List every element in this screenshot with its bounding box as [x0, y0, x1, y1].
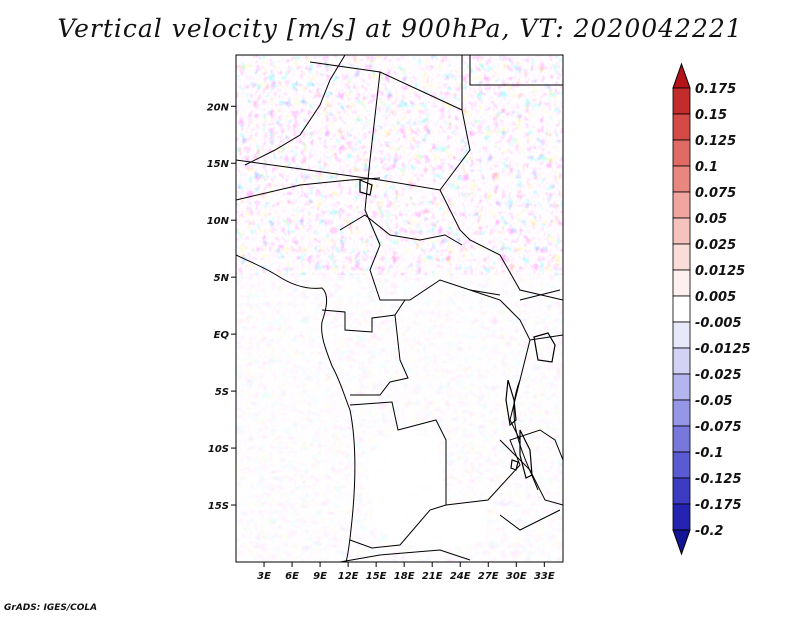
colorbar-swatch: [672, 113, 691, 141]
lat-tick-label: 15S: [208, 501, 229, 512]
colorbar-label: 0.125: [695, 134, 736, 149]
lon-tick-label: 15E: [366, 571, 387, 582]
colorbar-label: -0.0125: [695, 342, 751, 357]
lon-tick-label: 9E: [313, 571, 327, 582]
colorbar-label: 0.075: [695, 186, 736, 201]
longitude-axis: 3E 6E 9E 12E 15E 18E 21E 24E 27E 30E 33E: [257, 562, 555, 582]
lon-tick-label: 12E: [338, 571, 359, 582]
colorbar-label: -0.05: [695, 394, 732, 409]
colorbar-label: -0.025: [695, 368, 742, 383]
colorbar-swatch: [672, 399, 691, 427]
coastlines-borders: [236, 55, 563, 562]
colorbar-swatch: [672, 425, 691, 453]
colorbar-min-arrow: [672, 529, 691, 556]
lon-tick-label: 33E: [534, 571, 555, 582]
lon-tick-label: 6E: [285, 571, 299, 582]
lon-tick-label: 21E: [422, 571, 443, 582]
colorbar-swatch: [672, 191, 691, 219]
colorbar-swatch: [672, 451, 691, 479]
colorbar-swatch: [672, 347, 691, 375]
lon-tick-label: 18E: [394, 571, 415, 582]
colorbar-swatch: [672, 503, 691, 531]
colorbar-swatch: [672, 165, 691, 193]
colorbar-label: -0.005: [695, 316, 742, 331]
colorbar-label: 0.05: [695, 212, 727, 227]
lat-tick-label: 5N: [214, 273, 230, 284]
lat-tick-label: 10S: [208, 444, 229, 455]
lat-tick-label: 10N: [207, 216, 230, 227]
lat-tick-label: 5S: [215, 387, 229, 398]
colorbar-label: -0.175: [695, 498, 742, 513]
colorbar-swatch: [672, 477, 691, 505]
colorbar-label: -0.125: [695, 472, 742, 487]
colorbar-label: 0.15: [695, 108, 727, 123]
chart-title: Vertical velocity [m/s] at 900hPa, VT: 2…: [57, 14, 743, 43]
colorbar-label: -0.1: [695, 446, 723, 461]
lon-tick-label: 27E: [478, 571, 499, 582]
colorbar-label: 0.005: [695, 290, 736, 305]
lon-tick-label: 24E: [450, 571, 471, 582]
colorbar-swatch: [672, 295, 691, 323]
colorbar-swatch: [672, 321, 691, 349]
colorbar-swatch: [672, 243, 691, 271]
lon-tick-label: 30E: [506, 571, 527, 582]
colorbar-label: 0.1: [695, 160, 718, 175]
colorbar-max-arrow: [672, 62, 691, 89]
colorbar-label: 0.0125: [695, 264, 745, 279]
colorbar-swatch: [672, 217, 691, 245]
colorbar-swatch: [672, 87, 691, 115]
colorbar-label: 0.025: [695, 238, 736, 253]
colorbar-swatch: [672, 269, 691, 297]
latitude-axis: 20N 15N 10N 5N EQ 5S 10S 15S: [207, 102, 236, 512]
colorbar: 0.175 0.15 0.125 0.1 0.075 0.05 0.025 0.0125 0.0…: [672, 62, 751, 556]
lakes: [359, 179, 556, 479]
lat-tick-label: 20N: [207, 102, 230, 113]
colorbar-swatch: [672, 373, 691, 401]
colorbar-label: -0.2: [695, 524, 723, 539]
colorbar-label: 0.175: [695, 82, 736, 97]
software-credit: GrADS: IGES/COLA: [4, 603, 98, 613]
plot-frame: [235, 54, 564, 563]
lat-tick-label: EQ: [214, 330, 230, 341]
lat-tick-label: 15N: [207, 159, 230, 170]
lon-tick-label: 3E: [257, 571, 271, 582]
colorbar-label: -0.075: [695, 420, 742, 435]
colorbar-swatch: [672, 139, 691, 167]
